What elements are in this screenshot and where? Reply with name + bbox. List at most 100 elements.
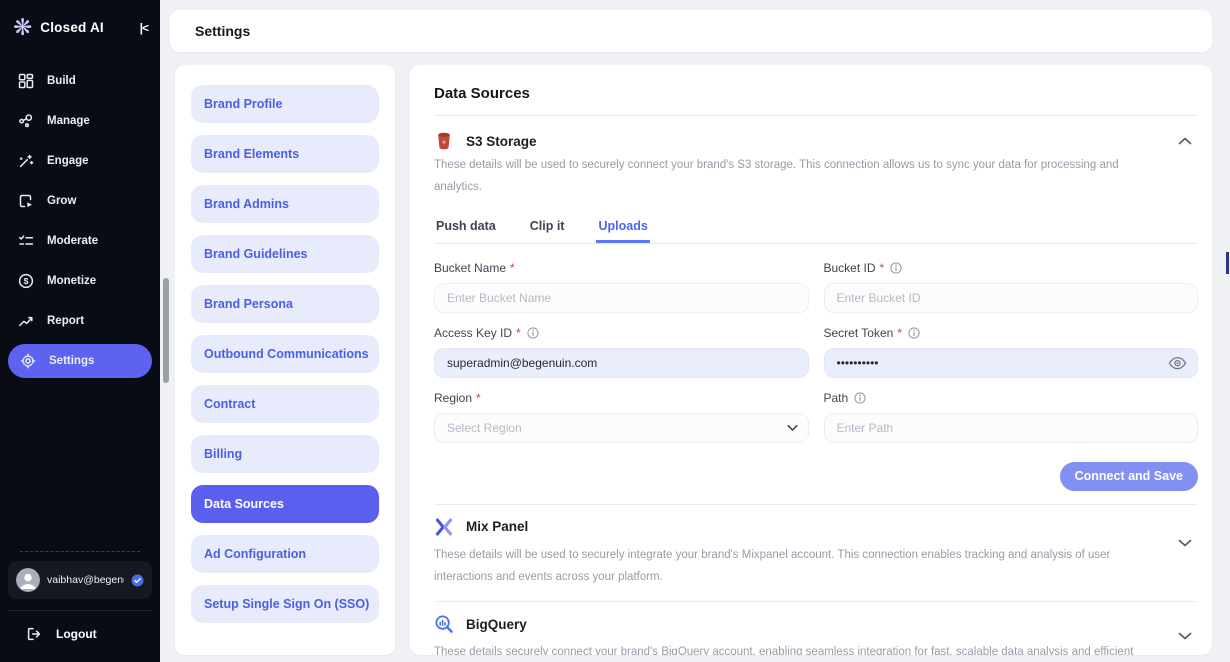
mixpanel-icon [434, 517, 454, 537]
settings-nav-billing[interactable]: Billing [191, 435, 379, 473]
verified-badge-icon [131, 574, 144, 587]
s3-section-title: S3 Storage [466, 133, 537, 149]
logout-icon [26, 626, 42, 642]
info-icon[interactable] [527, 327, 539, 339]
s3-section-description: These details will be used to securely c… [434, 159, 1119, 193]
bigquery-section-title: BigQuery [466, 616, 527, 632]
settings-nav-brand-elements[interactable]: Brand Elements [191, 135, 379, 173]
bucket-name-input[interactable] [434, 282, 809, 313]
access-key-label: Access Key ID * [434, 326, 809, 340]
s3-tabs: Push data Clip it Uploads [434, 211, 1198, 244]
logout-button[interactable]: Logout [8, 610, 152, 662]
app-sidebar: ❋ Closed AI |< Build Manage Engage [0, 0, 160, 662]
region-select[interactable] [434, 412, 809, 443]
nav-pill-label: Brand Admins [204, 197, 289, 211]
app-name: Closed AI [40, 20, 104, 35]
settings-nav-contract[interactable]: Contract [191, 385, 379, 423]
chevron-up-icon[interactable] [1178, 137, 1192, 145]
chevron-down-icon[interactable] [786, 424, 798, 431]
bucket-id-input[interactable] [823, 282, 1198, 313]
label-text: Access Key ID [434, 325, 513, 340]
nav-pill-label: Data Sources [204, 497, 284, 511]
user-email: vaibhav@begenu... [47, 574, 124, 586]
sidebar-header: ❋ Closed AI |< [0, 0, 160, 51]
page-header: Settings [170, 10, 1212, 52]
sidebar-item-grow[interactable]: Grow [0, 181, 160, 221]
page-title: Settings [195, 23, 251, 39]
settings-nav-sso[interactable]: Setup Single Sign On (SSO) [191, 585, 379, 623]
s3-section-header[interactable]: S3 Storage [434, 131, 1198, 151]
grid-icon [18, 73, 34, 89]
label-text: Bucket ID [823, 260, 876, 275]
region-label: Region * [434, 391, 809, 405]
secret-token-field: Secret Token * [823, 313, 1198, 378]
required-asterisk: * [476, 390, 481, 405]
chevron-down-icon[interactable] [1178, 539, 1192, 547]
label-text: Path [823, 390, 849, 405]
nav-pill-label: Brand Guidelines [204, 247, 308, 261]
bucket-name-field: Bucket Name * [434, 248, 809, 313]
mixpanel-section-header[interactable]: Mix Panel [434, 517, 1198, 537]
settings-nav-outbound-communications[interactable]: Outbound Communications [191, 335, 379, 373]
info-icon[interactable] [890, 262, 902, 274]
mixpanel-section-description: These details will be used to securely i… [434, 548, 1111, 583]
sidebar-nav: Build Manage Engage Grow Moderate [0, 61, 160, 381]
s3-actions: Connect and Save [434, 461, 1198, 491]
settings-nav-brand-admins[interactable]: Brand Admins [191, 185, 379, 223]
sidebar-item-label: Report [47, 315, 85, 327]
sidebar-item-monetize[interactable]: $ Monetize [0, 261, 160, 301]
settings-nav: Brand Profile Brand Elements Brand Admin… [175, 65, 395, 655]
path-label: Path [824, 391, 1199, 405]
bigquery-icon [434, 614, 454, 634]
wand-icon [18, 153, 34, 169]
bigquery-section-header[interactable]: BigQuery [434, 614, 1198, 634]
settings-nav-brand-persona[interactable]: Brand Persona [191, 285, 379, 323]
sidebar-item-settings[interactable]: Settings [8, 344, 152, 378]
bigquery-section: BigQuery These details securely connect … [434, 601, 1198, 655]
nav-pill-label: Brand Persona [204, 297, 293, 311]
required-asterisk: * [879, 260, 885, 275]
nav-pill-label: Setup Single Sign On (SSO) [204, 597, 370, 611]
secret-token-input[interactable] [823, 347, 1198, 378]
user-profile[interactable]: vaibhav@begenu... [8, 561, 152, 599]
sidebar-item-engage[interactable]: Engage [0, 141, 160, 181]
label-text: Secret Token [823, 325, 894, 340]
sidebar-item-label: Settings [49, 355, 95, 367]
s3-section: S3 Storage These details will be used to… [434, 131, 1198, 491]
sidebar-item-report[interactable]: Report [0, 301, 160, 341]
settings-nav-brand-profile[interactable]: Brand Profile [191, 85, 379, 123]
sidebar-item-build[interactable]: Build [0, 61, 160, 101]
settings-nav-brand-guidelines[interactable]: Brand Guidelines [191, 235, 379, 273]
nodes-icon [18, 113, 34, 129]
settings-nav-ad-configuration[interactable]: Ad Configuration [191, 535, 379, 573]
sidebar-collapse-icon[interactable]: |< [139, 20, 149, 35]
sidebar-item-moderate[interactable]: Moderate [0, 221, 160, 261]
settings-nav-data-sources[interactable]: Data Sources [191, 485, 379, 523]
grow-icon [18, 193, 34, 209]
sidebar-item-label: Moderate [47, 235, 99, 247]
required-asterisk: * [516, 325, 521, 340]
tab-clip-it[interactable]: Clip it [529, 218, 565, 233]
dollar-circle-icon: $ [18, 273, 34, 289]
bucket-id-field: Bucket ID * [823, 248, 1198, 313]
path-input[interactable] [823, 412, 1198, 443]
tab-uploads[interactable]: Uploads [596, 211, 650, 243]
connect-and-save-button[interactable]: Connect and Save [1059, 461, 1198, 491]
bucket-name-label: Bucket Name * [434, 261, 809, 275]
sidebar-item-label: Manage [47, 115, 90, 127]
eye-icon[interactable] [1168, 356, 1187, 369]
mixpanel-section-title: Mix Panel [466, 519, 529, 535]
label-text: Bucket Name [434, 260, 507, 275]
sidebar-item-manage[interactable]: Manage [0, 101, 160, 141]
info-icon[interactable] [908, 327, 920, 339]
sidebar-scrollbar-thumb[interactable] [163, 278, 169, 383]
info-icon[interactable] [854, 392, 866, 404]
sidebar-item-label: Engage [47, 155, 89, 167]
page-scrollbar-thumb[interactable] [1226, 252, 1229, 274]
tab-push-data[interactable]: Push data [436, 218, 496, 233]
data-sources-panel: Data Sources S3 Storage These details wi… [410, 65, 1212, 655]
access-key-input[interactable] [434, 347, 809, 378]
path-field: Path [823, 378, 1199, 443]
chart-line-icon [18, 313, 34, 329]
chevron-down-icon[interactable] [1178, 632, 1192, 640]
